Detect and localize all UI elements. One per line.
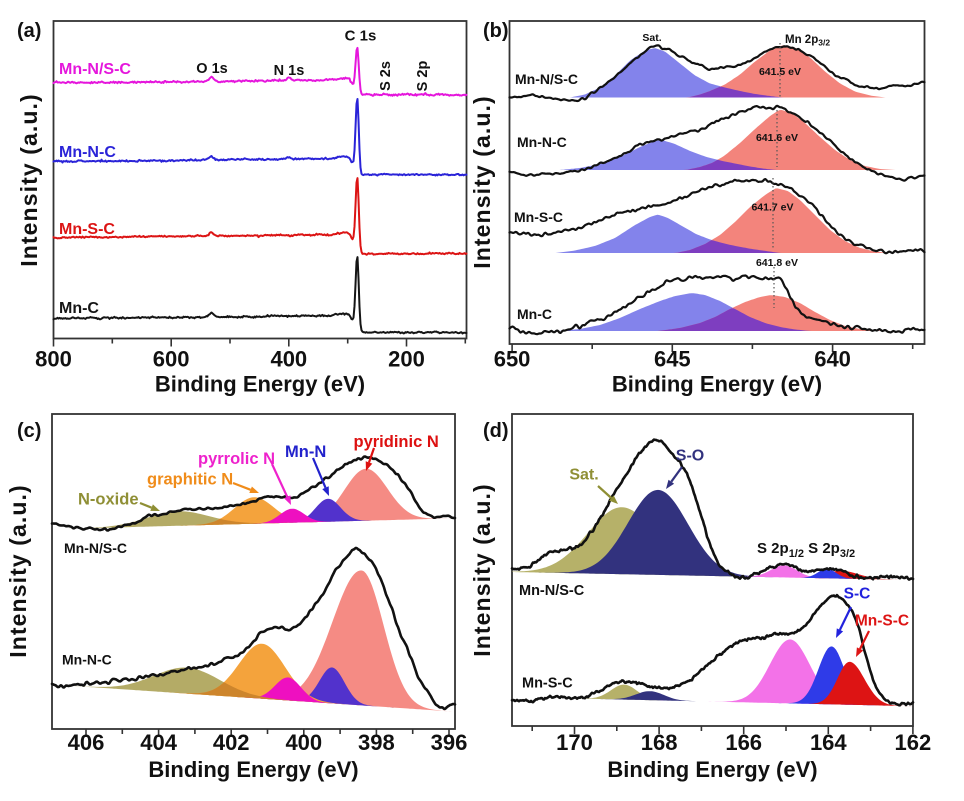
svg-text:Mn-N/S-C: Mn-N/S-C	[59, 61, 131, 78]
svg-text:Sat.: Sat.	[569, 467, 598, 484]
svg-text:Intensity (a.u.): Intensity (a.u.)	[5, 484, 31, 658]
svg-text:S 2p: S 2p	[415, 61, 431, 92]
svg-text:Mn-N/S-C: Mn-N/S-C	[64, 540, 127, 556]
svg-text:398: 398	[358, 730, 395, 755]
svg-text:Mn-S-C: Mn-S-C	[855, 613, 909, 630]
svg-text:Binding Energy (eV): Binding Energy (eV)	[612, 372, 822, 397]
svg-text:406: 406	[68, 730, 105, 755]
svg-text:Sat.: Sat.	[642, 32, 661, 44]
svg-text:641.5 eV: 641.5 eV	[759, 66, 801, 78]
svg-text:400: 400	[270, 347, 307, 372]
svg-text:641.6 eV: 641.6 eV	[756, 132, 798, 144]
svg-text:O 1s: O 1s	[196, 61, 227, 77]
svg-text:graphitic N: graphitic N	[147, 471, 233, 489]
svg-text:S 2p1/2 S 2p3/2: S 2p1/2 S 2p3/2	[757, 540, 855, 560]
svg-text:N 1s: N 1s	[274, 63, 305, 79]
svg-text:Mn-N/S-C: Mn-N/S-C	[515, 71, 578, 87]
svg-text:pyrrolic N: pyrrolic N	[198, 450, 275, 468]
svg-text:Mn-S-C: Mn-S-C	[522, 676, 573, 692]
svg-text:Mn-N: Mn-N	[285, 443, 326, 461]
svg-text:S 2s: S 2s	[378, 61, 394, 91]
svg-text:168: 168	[641, 730, 678, 755]
svg-text:Mn 2p3/2: Mn 2p3/2	[785, 34, 830, 48]
svg-text:400: 400	[285, 730, 322, 755]
svg-text:(d): (d)	[483, 420, 509, 442]
svg-text:Intensity (a.u.): Intensity (a.u.)	[16, 93, 42, 267]
svg-text:200: 200	[388, 347, 425, 372]
svg-text:Binding Energy (eV): Binding Energy (eV)	[607, 757, 817, 782]
svg-text:170: 170	[556, 730, 593, 755]
svg-text:Mn-N-C: Mn-N-C	[517, 134, 567, 150]
svg-text:650: 650	[494, 347, 531, 372]
svg-text:Mn-S-C: Mn-S-C	[59, 221, 115, 238]
svg-text:S-C: S-C	[844, 586, 871, 603]
svg-text:Mn-N-C: Mn-N-C	[59, 144, 116, 161]
svg-text:166: 166	[725, 730, 762, 755]
svg-text:645: 645	[654, 347, 691, 372]
svg-text:Mn-C: Mn-C	[517, 306, 552, 322]
svg-text:pyridinic N: pyridinic N	[354, 433, 439, 451]
svg-text:641.7 eV: 641.7 eV	[751, 202, 793, 214]
svg-text:Intensity (a.u.): Intensity (a.u.)	[469, 95, 495, 269]
svg-text:396: 396	[431, 730, 468, 755]
svg-text:Binding Energy (eV): Binding Energy (eV)	[148, 757, 358, 782]
svg-text:600: 600	[153, 347, 190, 372]
svg-text:800: 800	[35, 347, 72, 372]
svg-text:N-oxide: N-oxide	[78, 491, 139, 509]
svg-text:Binding Energy (eV): Binding Energy (eV)	[155, 372, 365, 397]
svg-text:Mn-N-C: Mn-N-C	[62, 652, 112, 668]
svg-text:Mn-C: Mn-C	[59, 300, 99, 317]
svg-text:402: 402	[213, 730, 250, 755]
svg-text:640: 640	[814, 347, 851, 372]
svg-text:(c): (c)	[17, 420, 41, 442]
svg-text:(a): (a)	[17, 20, 41, 42]
svg-text:Intensity (a.u.): Intensity (a.u.)	[469, 483, 495, 657]
svg-text:Mn-S-C: Mn-S-C	[514, 209, 563, 225]
svg-text:(b): (b)	[483, 20, 509, 42]
svg-text:164: 164	[810, 730, 847, 755]
svg-text:Mn-N/S-C: Mn-N/S-C	[519, 583, 585, 599]
svg-text:404: 404	[140, 730, 177, 755]
svg-text:C 1s: C 1s	[345, 28, 377, 45]
svg-text:S-O: S-O	[676, 448, 704, 465]
svg-text:162: 162	[895, 730, 932, 755]
svg-text:641.8 eV: 641.8 eV	[756, 257, 798, 269]
